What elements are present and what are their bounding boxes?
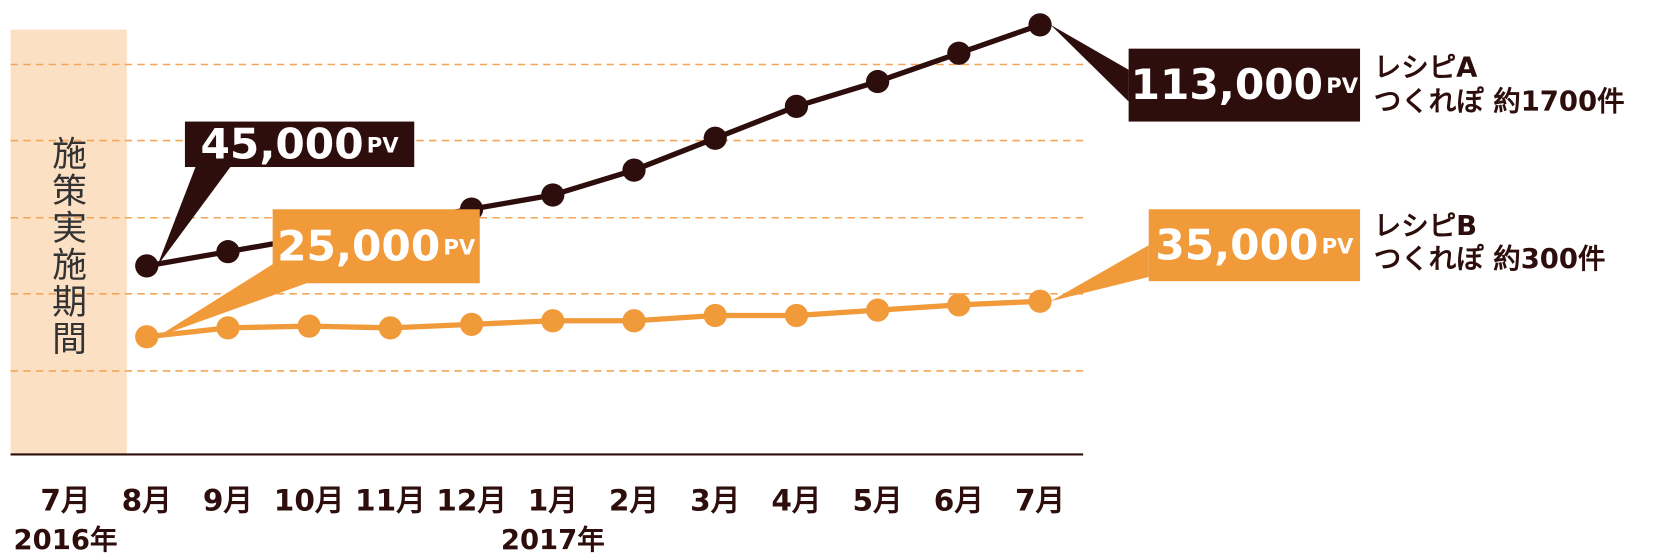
callout-box bbox=[272, 209, 480, 284]
x-tick-label: 3月 bbox=[690, 484, 740, 518]
data-point bbox=[216, 316, 240, 340]
data-point bbox=[135, 325, 159, 349]
value-label-unit: PV bbox=[443, 234, 475, 259]
data-point bbox=[947, 293, 971, 317]
legend-name: レシピA bbox=[1374, 53, 1478, 84]
value-label-unit: PV bbox=[1322, 233, 1354, 258]
x-tick-label: 7月 bbox=[1015, 484, 1065, 518]
x-tick-label: 2月 bbox=[609, 484, 659, 518]
value-label: 25,000 PV bbox=[277, 221, 476, 270]
callout-tail bbox=[1050, 245, 1149, 302]
data-point bbox=[784, 94, 809, 118]
data-point bbox=[622, 158, 646, 182]
data-point bbox=[866, 298, 890, 322]
data-point bbox=[622, 309, 646, 333]
x-tick-label: 9月 bbox=[203, 484, 253, 518]
x-tick-label: 8月 bbox=[122, 484, 172, 518]
x-tick-label: 6月 bbox=[934, 484, 984, 518]
callout-tail bbox=[1050, 24, 1129, 102]
value-label-unit: PV bbox=[1326, 73, 1358, 98]
value-label-number: 25,000 bbox=[277, 221, 440, 270]
callout-tail bbox=[157, 264, 307, 337]
series-line bbox=[146, 298, 1041, 340]
x-tick-label: 5月 bbox=[853, 484, 903, 518]
value-label: 113,000 PV bbox=[1131, 60, 1359, 109]
data-point bbox=[541, 309, 565, 333]
data-point bbox=[866, 69, 890, 94]
period-label: 施策実施期間 bbox=[47, 135, 87, 357]
value-label-number: 45,000 bbox=[201, 119, 364, 168]
x-tick-label: 11月 bbox=[355, 484, 426, 518]
callout-box bbox=[184, 121, 415, 168]
value-label-unit: PV bbox=[367, 132, 399, 157]
x-tick-label: 1月 bbox=[528, 484, 578, 518]
data-point bbox=[784, 303, 809, 328]
x-tick-label: 12月 bbox=[436, 484, 507, 518]
data-point bbox=[297, 314, 321, 338]
data-point bbox=[1028, 13, 1052, 37]
callout-box bbox=[1128, 48, 1361, 122]
period-shade bbox=[10, 29, 127, 455]
legend-detail: つくれぽ 約300件 bbox=[1374, 243, 1606, 275]
data-point bbox=[459, 312, 484, 336]
data-point bbox=[1028, 289, 1052, 313]
value-label-number: 113,000 bbox=[1131, 60, 1324, 109]
x-year-label: 2017年 bbox=[501, 524, 605, 556]
data-point bbox=[378, 316, 402, 340]
value-label: 45,000 PV bbox=[201, 119, 400, 168]
x-tick-label: 7月 bbox=[40, 484, 90, 518]
callout-box bbox=[1148, 209, 1361, 282]
x-tick-label: 10月 bbox=[274, 484, 345, 518]
data-point bbox=[135, 254, 159, 278]
data-point bbox=[703, 303, 727, 328]
data-point bbox=[703, 126, 727, 150]
x-tick-label: 4月 bbox=[771, 484, 821, 518]
x-year-label: 2016年 bbox=[14, 524, 118, 556]
value-label-number: 35,000 bbox=[1155, 220, 1318, 269]
legend-name: レシピB bbox=[1374, 211, 1477, 242]
data-point bbox=[216, 240, 240, 264]
data-point bbox=[541, 183, 565, 207]
data-point bbox=[947, 41, 971, 65]
legend-detail: つくれぽ 約1700件 bbox=[1374, 86, 1625, 118]
value-label: 35,000 PV bbox=[1155, 220, 1354, 269]
